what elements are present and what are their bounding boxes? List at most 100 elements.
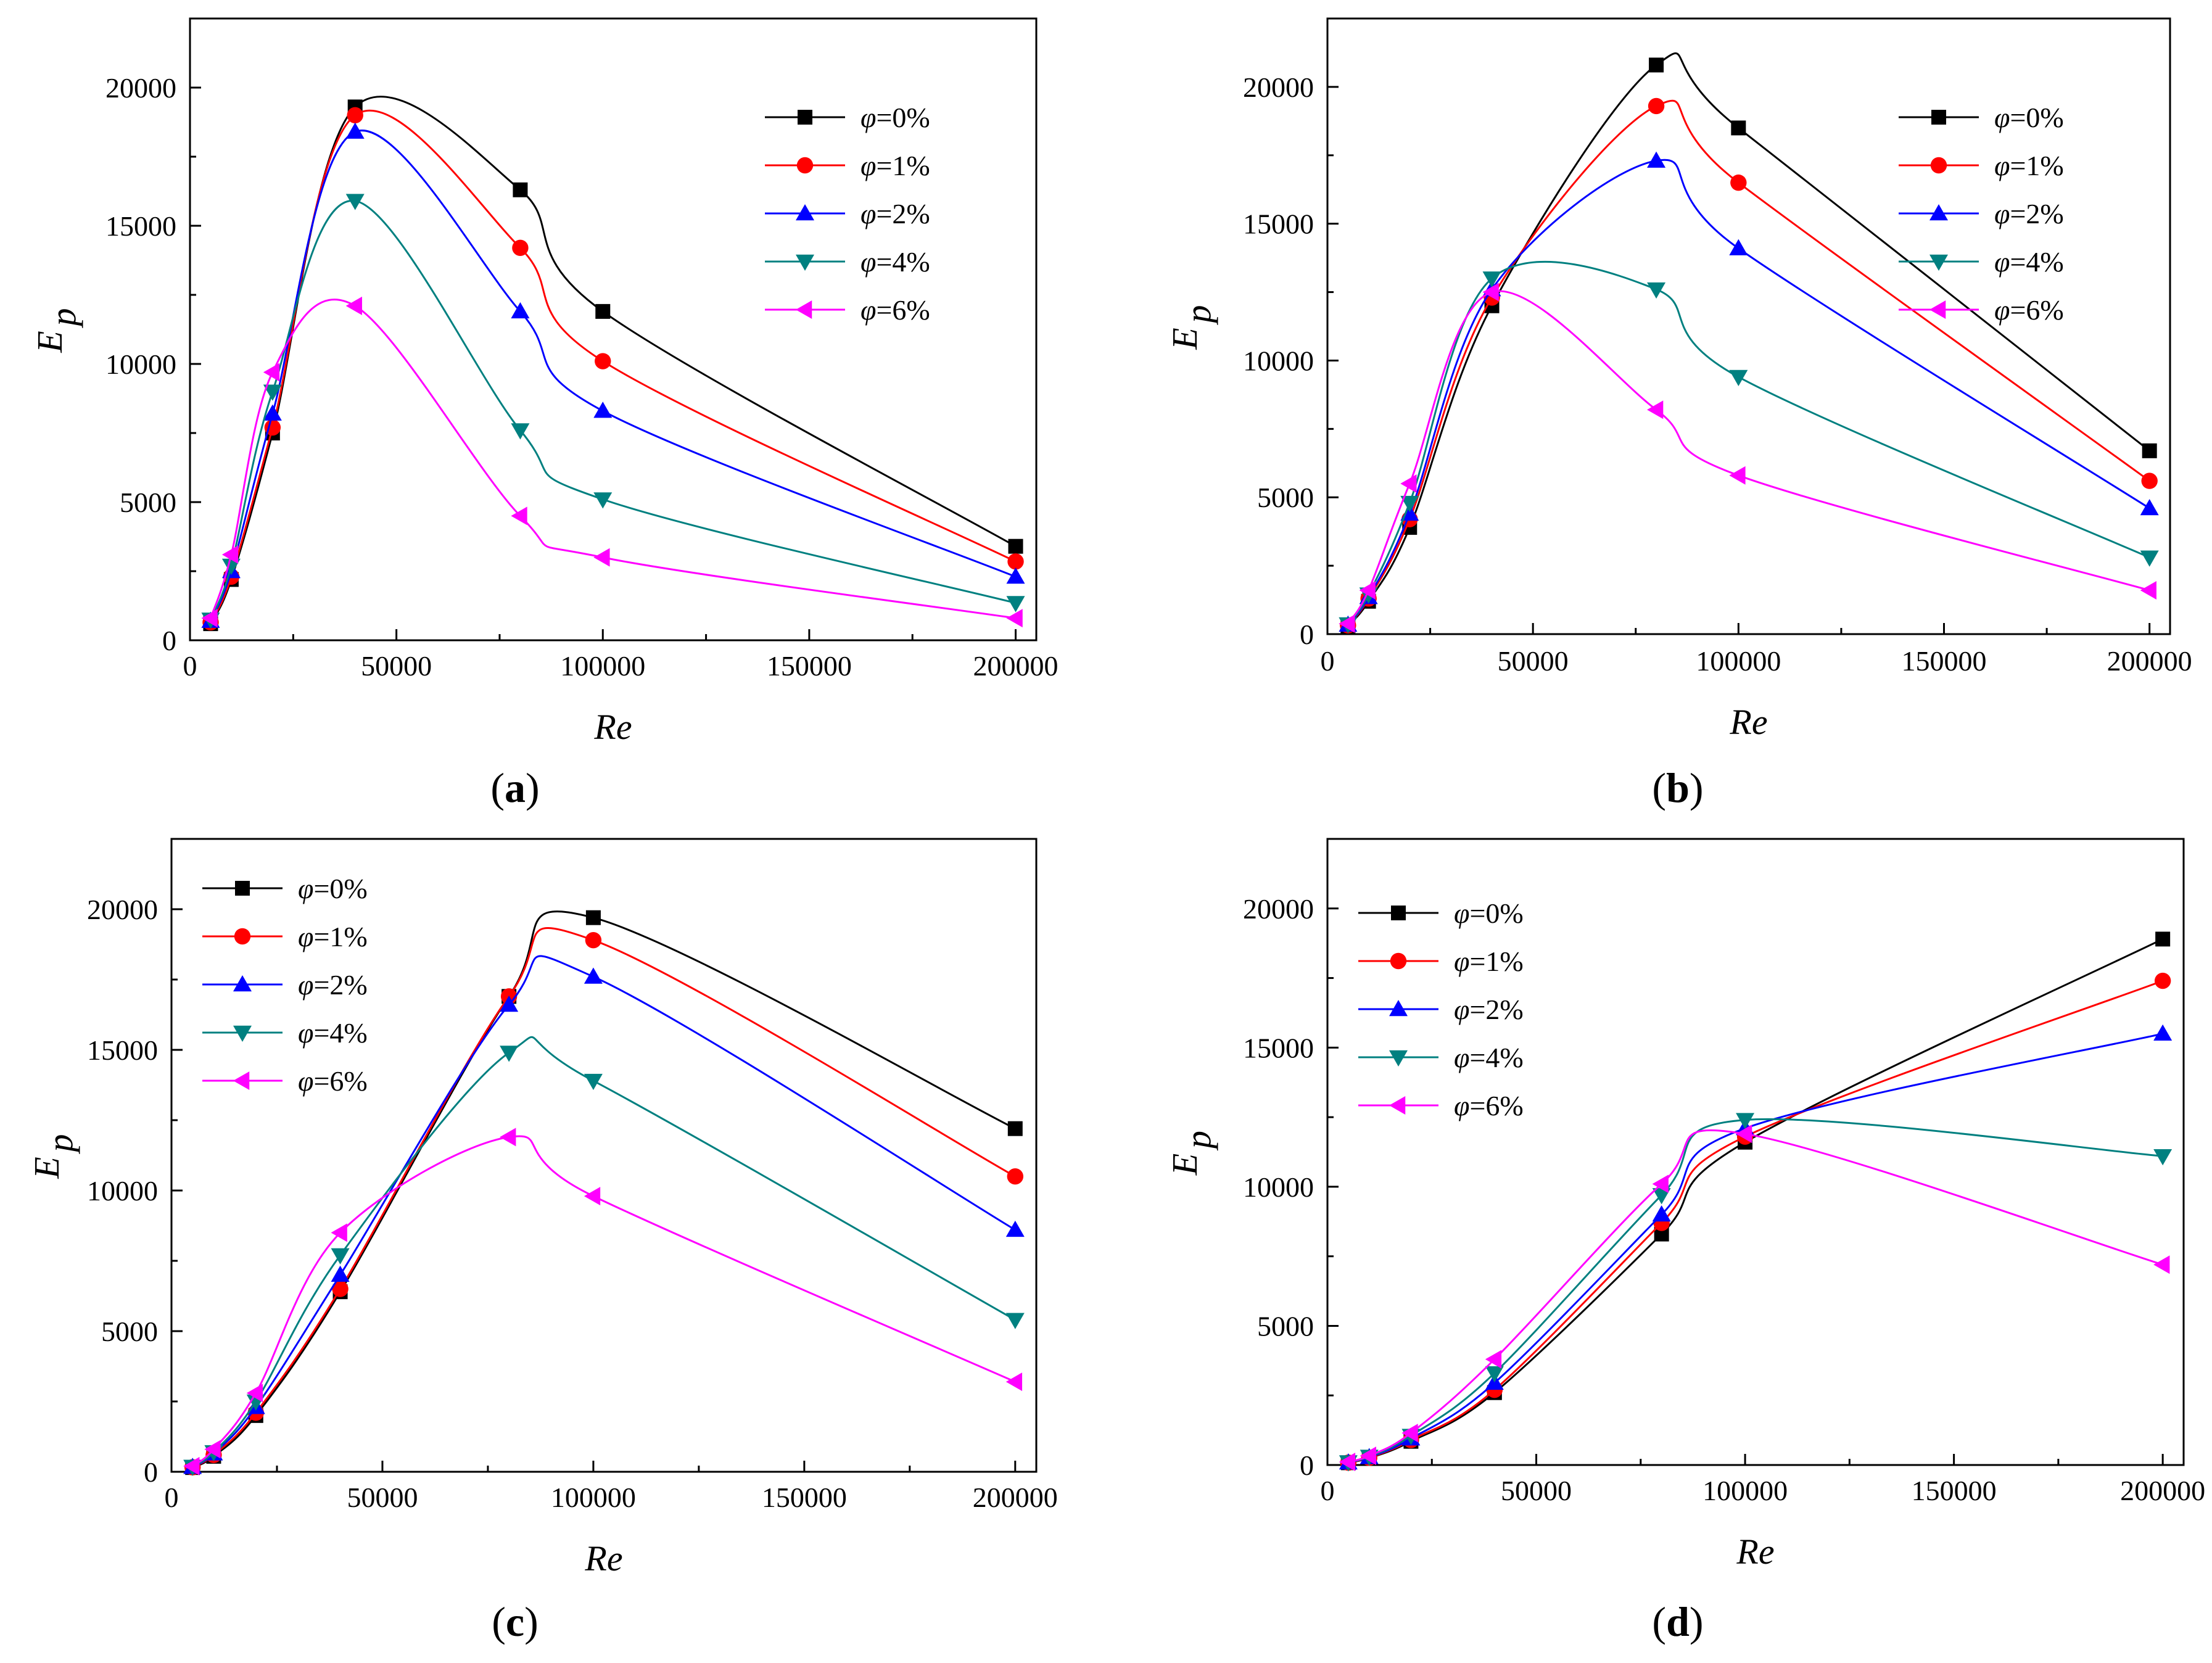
legend-marker — [233, 1025, 252, 1042]
data-point — [1652, 1174, 1669, 1194]
y-tick-label: 10000 — [105, 349, 176, 380]
data-point — [1485, 1350, 1502, 1369]
legend-value: =4% — [2010, 246, 2063, 278]
data-point — [1008, 539, 1023, 554]
data-point — [595, 353, 611, 369]
legend-value: =0% — [876, 102, 930, 133]
x-tick-label: 100000 — [560, 650, 645, 682]
legend-symbol: φ — [860, 246, 876, 278]
panel-a: 0 50000 100000 150000 200000 0 5000 10000 15000 2… — [30, 17, 1059, 811]
legend-label: φ=6% — [860, 294, 930, 326]
legend-label: φ=2% — [1994, 198, 2064, 229]
legend-value: =1% — [2010, 150, 2063, 181]
data-point — [1647, 282, 1666, 299]
legend-marker — [1929, 300, 1946, 319]
x-tick-label: 200000 — [973, 650, 1059, 682]
data-point — [584, 967, 603, 984]
legend-symbol: φ — [860, 294, 876, 326]
series-line — [1347, 159, 2150, 625]
legend-value: =4% — [1469, 1042, 1523, 1073]
x-tick-label: 0 — [1321, 645, 1335, 677]
y-tick-label: 0 — [1300, 619, 1314, 650]
plot-frame — [1326, 838, 2185, 1466]
legend-marker — [233, 975, 252, 992]
y-tick-label: 15000 — [1243, 208, 1314, 240]
legend-marker — [796, 204, 814, 221]
data-point — [263, 404, 282, 421]
legend-symbol: φ — [298, 873, 313, 904]
caption-open-paren: ( — [1652, 764, 1666, 811]
data-point — [1729, 369, 1748, 387]
y-axis-title-subscript: p — [1178, 1131, 1218, 1151]
data-point — [183, 1456, 200, 1475]
legend-label: φ=1% — [1994, 150, 2064, 181]
legend-symbol: φ — [298, 1017, 313, 1049]
x-tick-label: 150000 — [1912, 1475, 1997, 1506]
legend-label: φ=0% — [1994, 102, 2064, 133]
y-tick-label: 10000 — [1243, 345, 1314, 376]
y-axis: 0 5000 10000 15000 20000 — [87, 894, 183, 1488]
legend-label: φ=2% — [1454, 994, 1524, 1025]
y-tick-label: 0 — [144, 1456, 158, 1488]
y-axis: 0 5000 10000 15000 20000 — [105, 72, 201, 656]
data-point — [1731, 120, 1746, 136]
data-point — [593, 402, 613, 418]
data-point — [1007, 1168, 1024, 1185]
legend-symbol: φ — [1454, 946, 1469, 977]
data-point — [1005, 1372, 1023, 1392]
y-axis-title: Ep — [1165, 305, 1218, 350]
series-line — [210, 130, 1017, 622]
data-point — [246, 1384, 263, 1403]
series-line — [1347, 290, 2150, 624]
legend-symbol: φ — [1454, 994, 1469, 1025]
legend-symbol: φ — [1454, 1090, 1469, 1121]
x-tick-label: 100000 — [1696, 645, 1781, 677]
legend-value: =1% — [876, 150, 930, 181]
y-axis-title-main: E — [1165, 328, 1205, 350]
legend-value: =6% — [313, 1065, 367, 1097]
legend-label: φ=2% — [298, 969, 368, 1001]
plot-frame — [170, 838, 1038, 1473]
data-point — [331, 1248, 350, 1265]
legend-symbol: φ — [860, 102, 876, 133]
legend-marker — [1929, 204, 1948, 221]
panel-c: 0 50000 100000 150000 200000 0 5000 10000 15000 2… — [27, 838, 1058, 1645]
data-point — [1485, 1366, 1504, 1383]
legend-value: =4% — [876, 246, 930, 278]
data-point — [263, 363, 280, 382]
data-point — [332, 1281, 349, 1297]
x-tick-label: 150000 — [762, 1482, 847, 1513]
y-tick-label: 15000 — [87, 1034, 158, 1066]
data-point — [1652, 1205, 1671, 1222]
x-tick-label: 100000 — [1702, 1475, 1788, 1506]
legend-label: φ=4% — [860, 246, 930, 278]
legend-marker — [1931, 110, 1946, 125]
y-axis-title-subscript: p — [43, 308, 83, 329]
caption-letter: b — [1666, 764, 1690, 811]
legend-value: =1% — [313, 921, 367, 952]
legend-marker — [233, 1071, 250, 1090]
panel-d: 0 50000 100000 150000 200000 0 5000 10000 15000 2… — [1165, 838, 2205, 1645]
data-point — [2155, 931, 2171, 947]
data-point — [2140, 498, 2159, 516]
legend-marker — [1390, 952, 1407, 970]
y-axis-title-subscript: p — [40, 1134, 80, 1155]
legend-label: φ=6% — [1994, 294, 2064, 326]
series-group — [1339, 931, 2173, 1472]
legend-symbol: φ — [1994, 150, 2010, 181]
data-point — [2140, 550, 2159, 567]
data-point — [1400, 474, 1417, 493]
legend-marker — [1389, 1096, 1406, 1115]
series-line — [1347, 260, 2150, 625]
legend-symbol: φ — [298, 921, 313, 952]
series-line — [1348, 1118, 2163, 1463]
x-axis: 0 50000 100000 150000 200000 — [1321, 1454, 2205, 1506]
data-point — [331, 1223, 347, 1242]
data-point — [201, 609, 218, 628]
panel-caption: (a) — [490, 764, 539, 811]
y-tick-label: 15000 — [1243, 1032, 1314, 1063]
data-point — [1736, 1124, 1752, 1144]
legend-label: φ=1% — [1454, 946, 1524, 977]
data-point — [1482, 283, 1499, 302]
